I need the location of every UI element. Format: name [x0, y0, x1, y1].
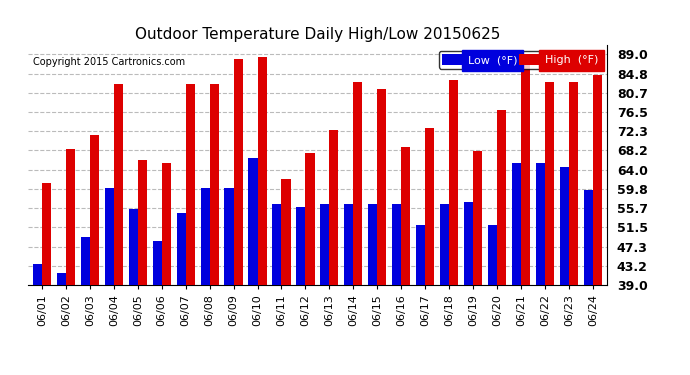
Bar [416, 225, 425, 285]
Bar [584, 190, 593, 285]
Bar [464, 202, 473, 285]
Bar [128, 209, 138, 285]
Bar [306, 153, 315, 285]
Bar [33, 264, 42, 285]
Bar [273, 204, 282, 285]
Bar [296, 207, 306, 285]
Bar [138, 160, 147, 285]
Bar [320, 204, 329, 285]
Bar [449, 80, 458, 285]
Bar [329, 130, 339, 285]
Bar [257, 57, 266, 285]
Bar [593, 75, 602, 285]
Bar [401, 147, 411, 285]
Bar [377, 89, 386, 285]
Bar [521, 54, 530, 285]
Bar [114, 84, 123, 285]
Bar [282, 179, 290, 285]
Bar [569, 82, 578, 285]
Bar [177, 213, 186, 285]
Bar [473, 151, 482, 285]
Bar [368, 204, 377, 285]
Bar [161, 163, 171, 285]
Bar [210, 84, 219, 285]
Bar [90, 135, 99, 285]
Bar [57, 273, 66, 285]
Bar [186, 84, 195, 285]
Bar [392, 204, 401, 285]
Bar [152, 241, 161, 285]
Bar [105, 188, 114, 285]
Bar [248, 158, 257, 285]
Bar [560, 167, 569, 285]
Bar [425, 128, 434, 285]
Bar [440, 204, 449, 285]
Bar [201, 188, 210, 285]
Bar [42, 183, 51, 285]
Bar [344, 204, 353, 285]
Bar [488, 225, 497, 285]
Bar [224, 188, 234, 285]
Bar [536, 163, 545, 285]
Bar [497, 110, 506, 285]
Bar [512, 163, 521, 285]
Bar [66, 149, 75, 285]
Text: Copyright 2015 Cartronics.com: Copyright 2015 Cartronics.com [33, 57, 186, 67]
Bar [545, 82, 554, 285]
Legend: Low  (°F), High  (°F): Low (°F), High (°F) [439, 51, 602, 69]
Bar [234, 59, 243, 285]
Bar [81, 237, 90, 285]
Bar [353, 82, 362, 285]
Title: Outdoor Temperature Daily High/Low 20150625: Outdoor Temperature Daily High/Low 20150… [135, 27, 500, 42]
